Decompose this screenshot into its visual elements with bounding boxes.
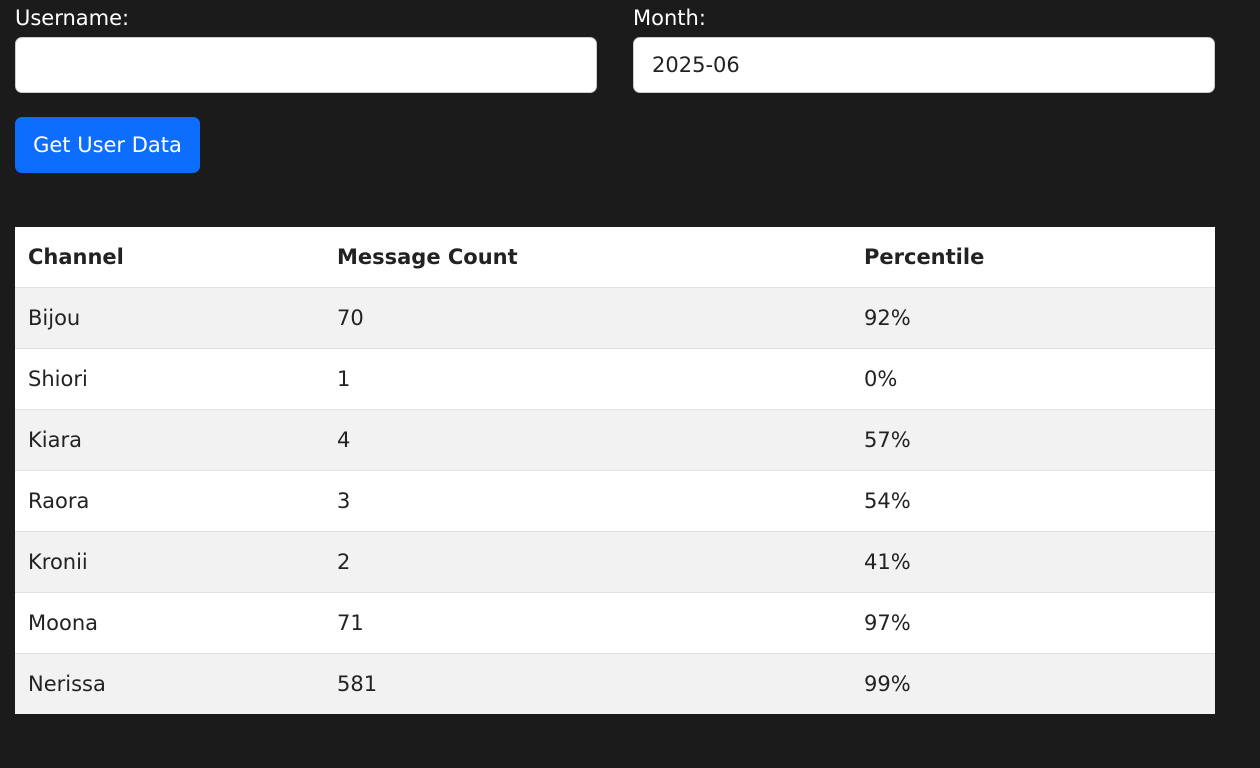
percentile-cell: 0% <box>851 348 1215 410</box>
channel-cell: Moona <box>15 592 324 654</box>
percentile-cell: 92% <box>851 287 1215 349</box>
percentile-cell: 97% <box>851 592 1215 654</box>
percentile-cell: 99% <box>864 672 911 696</box>
table-row: Raora 3 54% <box>15 470 1215 532</box>
table-row: Kronii 2 41% <box>15 531 1215 593</box>
table-row: Bijou 70 92% <box>15 287 1215 349</box>
percentile-cell: 41% <box>851 531 1215 593</box>
get-user-data-button[interactable]: Get User Data <box>15 117 200 173</box>
header-channel: Channel <box>15 227 324 288</box>
table-header-row: Channel Message Count Percentile <box>15 227 1215 288</box>
channel-cell: Shiori <box>15 348 324 410</box>
message-count-cell: 4 <box>324 409 851 471</box>
channel-cell: Raora <box>15 470 324 532</box>
username-label: Username: <box>15 6 130 30</box>
percentile-cell: 54% <box>851 470 1215 532</box>
month-input[interactable] <box>633 37 1215 93</box>
user-data-table: Channel Message Count Percentile Bijou 70… <box>15 227 1215 714</box>
username-input[interactable] <box>15 37 597 93</box>
message-count-cell: 2 <box>324 531 851 593</box>
message-count-cell: 3 <box>324 470 851 532</box>
channel-cell: Nerissa <box>28 672 106 696</box>
header-message-count: Message Count <box>324 227 851 288</box>
message-count-cell: 581 <box>337 672 378 696</box>
message-count-cell: 70 <box>324 287 851 349</box>
table-row: Moona 71 97% <box>15 592 1215 654</box>
month-label: Month: <box>633 6 706 30</box>
percentile-cell: 57% <box>851 409 1215 471</box>
header-percentile: Percentile <box>851 227 1215 288</box>
table-row: Shiori 1 0% <box>15 348 1215 410</box>
table-row: Nerissa 581 99% <box>15 653 1215 714</box>
table-row: Kiara 4 57% <box>15 409 1215 471</box>
channel-cell: Kiara <box>15 409 324 471</box>
message-count-cell: 71 <box>324 592 851 654</box>
channel-cell: Kronii <box>15 531 324 593</box>
message-count-cell: 1 <box>324 348 851 410</box>
channel-cell: Bijou <box>15 287 324 349</box>
